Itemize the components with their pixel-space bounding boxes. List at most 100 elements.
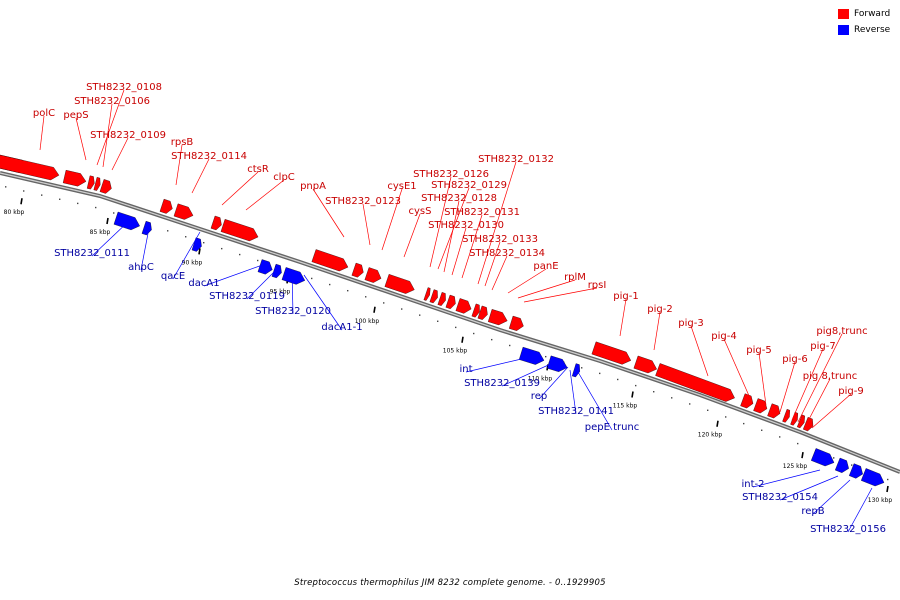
forward-gene-25 [655, 363, 735, 402]
forward-26-leader [690, 325, 709, 377]
reverse-2-leader [172, 231, 201, 280]
scale-tick-label: 130 kbp [868, 497, 893, 504]
forward-gene-13 [384, 274, 415, 294]
minor-tick [311, 277, 313, 280]
minor-tick [761, 429, 763, 431]
forward-13-leader [429, 176, 452, 268]
forward-gene-6 [159, 198, 173, 214]
forward-31-label: pig8,trunc [816, 326, 867, 337]
forward-27-leader [723, 338, 751, 399]
forward-gene-5 [99, 179, 112, 194]
forward-27-label: pig-4 [711, 331, 736, 342]
minor-tick [653, 391, 655, 393]
forward-gene-10 [311, 249, 349, 272]
forward-12-leader [403, 213, 421, 258]
forward-2-label: STH8232_0108 [86, 82, 162, 93]
forward-gene-1 [0, 154, 60, 181]
forward-13-label: STH8232_0126 [413, 169, 489, 180]
forward-6-leader [191, 158, 210, 194]
reverse-3-label: dacA1 [188, 278, 219, 289]
reverse-gene-6 [518, 346, 545, 365]
reverse-3-leader [203, 262, 269, 287]
forward-25-label: pig-2 [647, 304, 672, 315]
forward-29-leader [779, 361, 796, 413]
forward-3-leader [102, 103, 113, 168]
forward-23-label: rpsI [588, 280, 607, 291]
reverse-10-label: STH8232_0141 [538, 406, 614, 417]
legend-reverse: Reverse [838, 25, 890, 35]
forward-22-label: rplM [564, 272, 586, 283]
reverse-4-label: STH8232_0119 [209, 291, 285, 302]
forward-8-label: clpC [273, 172, 295, 183]
minor-tick [671, 397, 673, 399]
forward-5-label: rpsB [171, 137, 194, 148]
forward-14-label: STH8232_0129 [431, 180, 507, 191]
forward-16-leader [451, 227, 467, 276]
forward-10-leader [362, 203, 371, 246]
legend-reverse-swatch [838, 25, 849, 35]
minor-tick [707, 409, 709, 411]
forward-6-label: STH8232_0114 [171, 151, 247, 162]
minor-tick [203, 241, 205, 244]
scale-tick-label: 110 kbp [528, 375, 553, 382]
forward-20-leader [491, 255, 508, 291]
minor-tick [95, 206, 97, 209]
minor-tick [257, 259, 259, 262]
minor-tick [113, 212, 115, 214]
forward-gene-3 [86, 175, 95, 190]
reverse-1-label: ahpC [128, 262, 154, 273]
reverse-gene-0 [113, 211, 140, 231]
reverse-15-leader [847, 487, 873, 533]
forward-9-leader [312, 188, 345, 238]
scale-tick-mark [716, 420, 719, 427]
forward-11-leader [381, 188, 403, 251]
forward-gene-31 [796, 414, 805, 429]
reverse-gene-2 [191, 237, 202, 252]
forward-32-leader [805, 378, 831, 426]
forward-28-label: pig-5 [746, 345, 771, 356]
reverse-8-label: STH8232_0139 [464, 378, 540, 389]
reverse-15-label: STH8232_0156 [810, 524, 886, 535]
forward-gene-29 [782, 408, 790, 423]
scale-tick-label: 105 kbp [443, 348, 468, 355]
scale-tick-mark [886, 485, 889, 493]
minor-tick [239, 253, 241, 256]
forward-gene-8 [210, 215, 222, 231]
scale-tick-label: 85 kbp [90, 229, 111, 236]
forward-gene-30 [790, 411, 798, 426]
minor-tick [401, 308, 403, 310]
reverse-10-leader [569, 369, 577, 415]
forward-17-label: STH8232_0131 [444, 207, 520, 218]
legend-forward: Forward [838, 9, 890, 19]
reverse-6-leader [303, 274, 343, 331]
minor-tick [329, 283, 331, 286]
forward-12-label: cysS [409, 206, 432, 217]
reverse-13-leader [779, 475, 839, 501]
forward-7-leader [221, 171, 259, 206]
reverse-gene-5 [281, 267, 306, 285]
minor-tick [509, 344, 511, 347]
forward-33-leader [811, 393, 852, 429]
minor-tick [491, 338, 493, 341]
scale-tick-label: 80 kbp [4, 209, 25, 216]
reverse-11-leader [577, 371, 613, 431]
reverse-9-leader [538, 366, 569, 400]
reverse-14-leader [812, 479, 851, 515]
map-caption: Streptococcus thermophilus JIM 8232 comp… [294, 578, 606, 588]
minor-tick [581, 367, 583, 369]
forward-0-label: polC [33, 108, 55, 119]
forward-4-leader [111, 137, 129, 171]
minor-tick [797, 442, 799, 445]
minor-tick [41, 194, 43, 196]
forward-21-leader [507, 268, 547, 294]
forward-gene-20 [477, 305, 488, 320]
forward-gene-22 [508, 315, 524, 331]
forward-gene-32 [802, 417, 814, 432]
minor-tick [419, 314, 421, 316]
scale-tick-label: 120 kbp [698, 432, 723, 439]
forward-5-leader [175, 144, 183, 186]
minor-tick [887, 478, 889, 481]
reverse-6-label: dacA1-1 [321, 322, 362, 333]
reverse-14-label: repB [801, 506, 824, 517]
